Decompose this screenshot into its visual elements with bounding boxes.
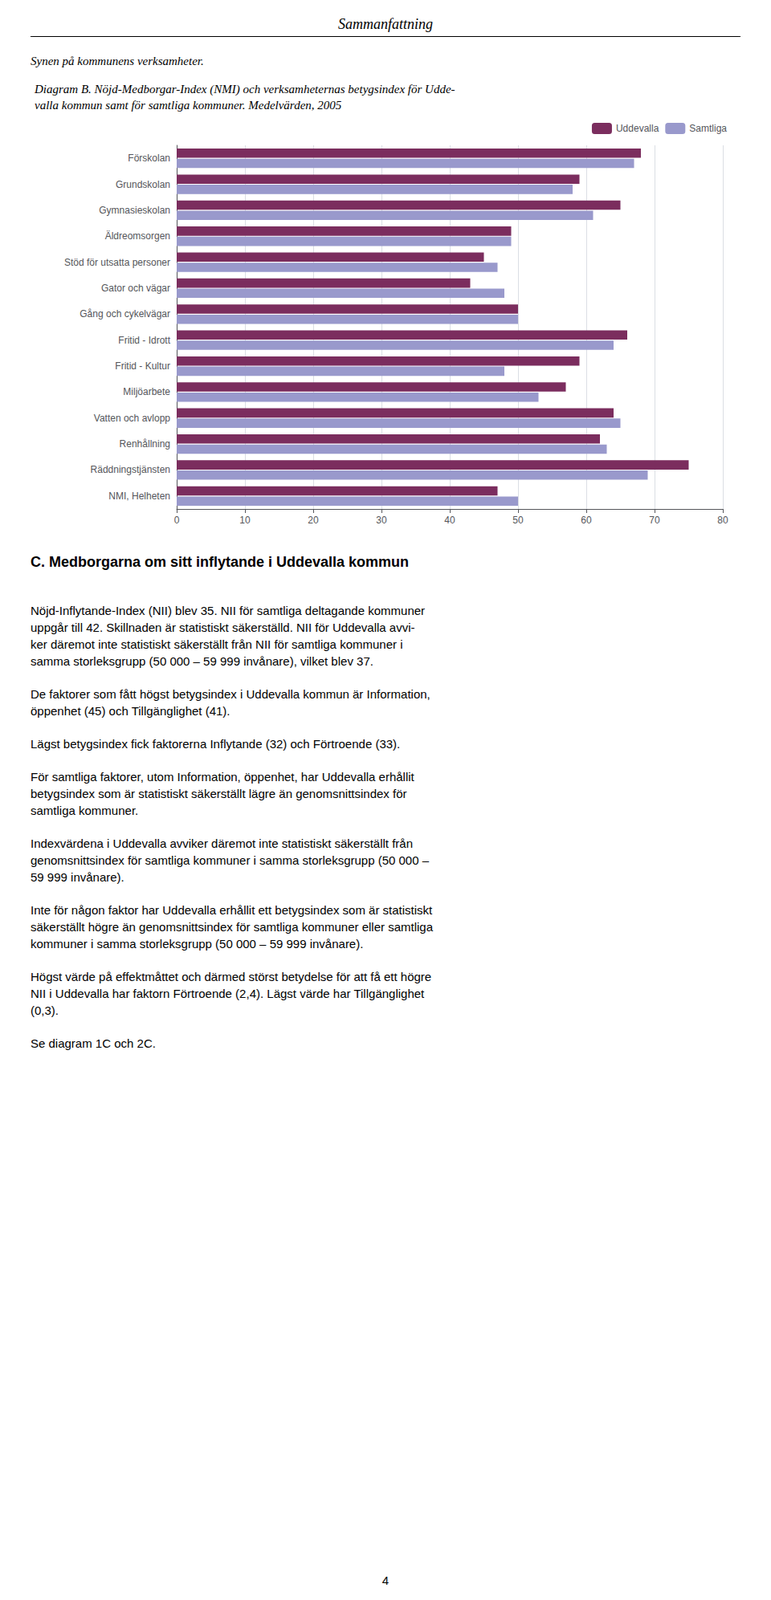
html-text:För samtliga faktorer, utom In: För samtliga faktorer, utom Information,…	[30, 770, 415, 818]
svg-text:NMI, Helheten: NMI, Helheten	[108, 490, 171, 502]
svg-text:Miljöarbete: Miljöarbete	[122, 386, 171, 398]
svg-text:Vatten och avlopp: Vatten och avlopp	[93, 412, 172, 425]
svg-text:Uddevalla: Uddevalla	[615, 122, 660, 135]
html-text:4: 4	[382, 1574, 389, 1588]
svg-text:Diagram B. Nöjd-Medborgar-Inde: Diagram B. Nöjd-Medborgar-Index (NMI) oc…	[33, 82, 456, 97]
svg-text:Räddningstjänsten: Räddningstjänsten	[90, 464, 171, 476]
svg-text:Gator och vägar: Gator och vägar	[101, 282, 171, 294]
svg-text:Fritid - Kultur: Fritid - Kultur	[114, 360, 171, 372]
svg-text:Renhållning: Renhållning	[119, 438, 171, 450]
html-text:Indexvärdena i Uddevalla avvik: Indexvärdena i Uddevalla avviker däremot…	[30, 836, 429, 885]
svg-text:Samtliga: Samtliga	[689, 122, 727, 135]
svg-text:Gång och cykelvägar: Gång och cykelvägar	[79, 308, 171, 320]
svg-text:30: 30	[375, 514, 388, 527]
svg-text:Grundskolan: Grundskolan	[115, 179, 171, 191]
svg-text:20: 20	[307, 514, 319, 527]
svg-text:40: 40	[444, 514, 456, 527]
html-text:De faktorer som fått högst bet: De faktorer som fått högst betygsindex i…	[30, 687, 431, 718]
html-text:Lägst betygsindex fick faktore: Lägst betygsindex fick faktorerna Inflyt…	[30, 737, 401, 751]
html-text:Högst värde på effektmåttet oc: Högst värde på effektmåttet och därmed s…	[30, 970, 432, 1018]
html-text:Sammanfattning: Sammanfattning	[338, 16, 433, 33]
svg-text:10: 10	[239, 514, 251, 527]
svg-text:50: 50	[512, 514, 524, 527]
html-text:Synen på kommunens verksamhete: Synen på kommunens verksamheter.	[30, 54, 204, 68]
svg-text:Stöd för utsatta personer: Stöd för utsatta personer	[64, 257, 171, 269]
html-text:Se diagram 1C och 2C.: Se diagram 1C och 2C.	[30, 1036, 156, 1051]
svg-text:0: 0	[174, 514, 180, 527]
html-text:C. Medborgarna om sitt inflyta: C. Medborgarna om sitt inflytande i Udde…	[30, 554, 409, 571]
svg-text:Fritid - Idrott: Fritid - Idrott	[118, 334, 171, 347]
html-text:Inte för någon faktor har Udde: Inte för någon faktor har Uddevalla erhå…	[30, 903, 433, 951]
svg-text:valla kommun samt för samtliga: valla kommun samt för samtliga kommuner.…	[34, 98, 343, 112]
svg-text:Äldreomsorgen: Äldreomsorgen	[105, 230, 171, 242]
svg-text:Gymnasieskolan: Gymnasieskolan	[98, 204, 171, 217]
svg-text:60: 60	[580, 514, 592, 527]
html-text:Nöjd-Inflytande-Index (NII) bl: Nöjd-Inflytande-Index (NII) blev 35. NII…	[30, 603, 425, 669]
svg-text:80: 80	[717, 514, 729, 527]
svg-text:70: 70	[648, 514, 661, 527]
svg-text:Förskolan: Förskolan	[127, 152, 171, 164]
